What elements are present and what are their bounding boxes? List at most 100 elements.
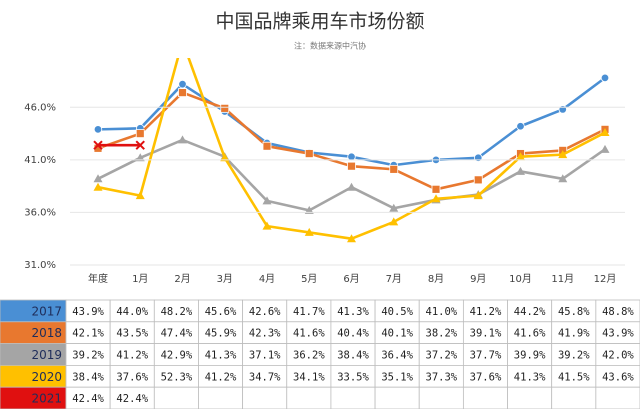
table-value: 42.6% — [249, 306, 281, 318]
table-value: 41.6% — [514, 328, 546, 340]
table-value: 39.1% — [470, 328, 502, 340]
x-tick-label: 12月 — [594, 273, 617, 285]
marker — [389, 217, 399, 226]
marker — [600, 144, 610, 153]
table-value: 34.1% — [293, 371, 325, 383]
table-cell — [418, 386, 464, 409]
table-value: 52.3% — [161, 371, 193, 383]
table-value: 41.7% — [293, 306, 325, 318]
marker — [516, 166, 525, 175]
x-tick-label: 11月 — [551, 273, 574, 285]
marker — [220, 153, 230, 162]
marker — [431, 194, 441, 203]
table-value: 44.2% — [514, 306, 546, 318]
x-tick-label: 8月 — [428, 273, 444, 285]
x-tick-label: 1月 — [132, 273, 148, 285]
table-value: 40.1% — [381, 328, 413, 340]
chart-subtitle: 注：数据来源中汽协 — [294, 41, 366, 51]
table-value: 44.0% — [116, 306, 148, 318]
table-value: 38.2% — [426, 328, 458, 340]
x-tick-label: 6月 — [343, 273, 359, 285]
marker — [178, 135, 187, 144]
row-label: 2021 — [31, 392, 62, 406]
marker — [304, 149, 314, 158]
table-value: 41.3% — [205, 350, 237, 362]
table-value: 47.4% — [161, 328, 193, 340]
table-value: 40.5% — [381, 306, 413, 318]
table-value: 42.3% — [249, 328, 281, 340]
marker — [389, 203, 399, 212]
table-value: 42.0% — [602, 350, 634, 362]
table-value: 33.5% — [337, 371, 369, 383]
table-value: 36.2% — [293, 350, 325, 362]
table-cell — [153, 386, 199, 409]
table-value: 37.3% — [426, 371, 458, 383]
marker — [93, 125, 103, 134]
marker — [347, 234, 356, 243]
table-value: 37.2% — [426, 350, 458, 362]
table-cell — [507, 386, 553, 409]
marker — [178, 88, 187, 97]
y-tick-label: 36.0% — [24, 207, 56, 218]
x-tick-label: 3月 — [217, 273, 233, 285]
marker — [516, 152, 525, 161]
x-tick-label: 5月 — [301, 273, 317, 285]
marker — [304, 205, 314, 214]
table-value: 37.1% — [249, 350, 281, 362]
marker — [135, 140, 145, 150]
y-tick-label: 46.0% — [24, 102, 56, 113]
table-value: 45.8% — [558, 306, 590, 318]
table-value: 41.3% — [514, 371, 546, 383]
marker — [135, 191, 145, 200]
table-value: 41.9% — [558, 328, 590, 340]
marker — [262, 221, 272, 230]
table-cell — [198, 386, 244, 409]
table-value: 39.2% — [72, 350, 104, 362]
marker — [558, 150, 568, 159]
row-label: 2017 — [31, 304, 62, 318]
table-value: 35.1% — [381, 371, 413, 383]
table-value: 38.4% — [72, 371, 104, 383]
x-tick-label: 2月 — [174, 273, 190, 285]
table-value: 43.6% — [602, 371, 634, 383]
table-value: 43.5% — [116, 328, 148, 340]
marker — [600, 73, 610, 83]
table-value: 41.2% — [116, 350, 148, 362]
table-cell — [286, 386, 332, 409]
table-cell — [330, 386, 376, 409]
table-value: 41.0% — [426, 306, 458, 318]
table-cell — [595, 386, 640, 409]
marker — [516, 122, 525, 131]
marker — [473, 191, 483, 200]
marker — [220, 103, 230, 113]
x-tick-label: 4月 — [259, 273, 275, 285]
x-tick-label: 9月 — [470, 273, 486, 285]
table-value: 39.9% — [514, 350, 546, 362]
marker — [389, 164, 399, 174]
table-cell — [242, 386, 288, 409]
table-value: 40.4% — [337, 328, 369, 340]
y-tick-label: 41.0% — [24, 155, 56, 166]
marker — [135, 129, 145, 138]
table-value: 38.4% — [337, 350, 369, 362]
table-value: 37.7% — [470, 350, 502, 362]
table-value: 42.4% — [72, 393, 104, 405]
marker — [600, 128, 610, 137]
table-value: 42.9% — [161, 350, 193, 362]
marker — [347, 161, 356, 171]
table-value: 48.8% — [602, 306, 634, 318]
table-cell — [374, 386, 420, 409]
table-value: 41.6% — [293, 328, 325, 340]
table-value: 45.6% — [205, 306, 237, 318]
marker — [474, 153, 483, 162]
x-tick-label: 年度 — [88, 272, 108, 285]
marker — [304, 227, 314, 236]
table-value: 48.2% — [161, 306, 193, 318]
row-label: 2020 — [31, 370, 62, 384]
marker — [558, 174, 568, 183]
table-value: 36.4% — [381, 350, 413, 362]
x-tick-label: 10月 — [509, 273, 532, 285]
marker — [93, 140, 103, 150]
table-value: 34.7% — [249, 371, 281, 383]
